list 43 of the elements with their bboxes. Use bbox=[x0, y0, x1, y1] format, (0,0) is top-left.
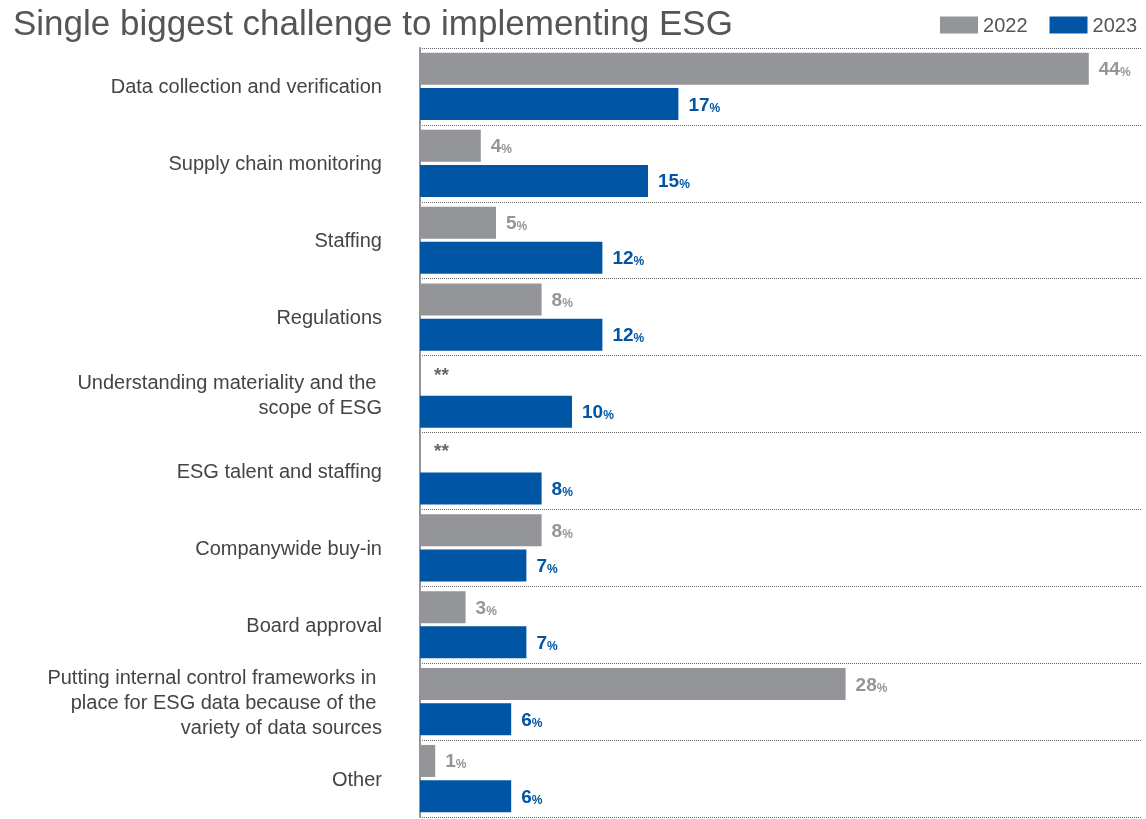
data-label: 15% bbox=[658, 170, 691, 192]
bar bbox=[420, 241, 603, 274]
data-label: 12% bbox=[612, 324, 645, 346]
data-label: 1% bbox=[445, 750, 467, 772]
y-tick-label: Companywide buy-in bbox=[195, 536, 382, 559]
y-tick-label: Other bbox=[331, 767, 383, 790]
y-tick-label: Supply chain monitoring bbox=[168, 152, 382, 175]
data-label: 7% bbox=[536, 554, 558, 576]
chart-title: Single biggest challenge to implementing ESG bbox=[13, 3, 733, 42]
legend-label: 2023 bbox=[1092, 14, 1138, 36]
data-label: 3% bbox=[475, 596, 498, 618]
bar bbox=[420, 472, 542, 505]
y-tick-label: Regulations bbox=[276, 306, 382, 329]
bar bbox=[420, 395, 572, 428]
data-label: 28% bbox=[855, 673, 888, 695]
data-label: 7% bbox=[536, 631, 558, 653]
data-label: 10% bbox=[582, 401, 615, 423]
bar bbox=[420, 549, 527, 582]
y-tick-label: Board approval bbox=[246, 613, 382, 636]
legend-label: 2022 bbox=[983, 14, 1028, 36]
data-label: 4% bbox=[490, 135, 513, 157]
bar bbox=[420, 164, 648, 197]
data-label: 8% bbox=[551, 289, 574, 311]
y-tick-label: ESG talent and staffing bbox=[176, 459, 382, 482]
data-label: 5% bbox=[506, 212, 528, 234]
bar bbox=[420, 88, 679, 121]
bar bbox=[420, 626, 527, 659]
data-label: 6% bbox=[521, 708, 543, 730]
data-label: 12% bbox=[612, 247, 645, 269]
text: ** bbox=[434, 363, 449, 385]
data-label: 8% bbox=[551, 478, 574, 500]
data-label: 6% bbox=[521, 785, 543, 807]
text: ** bbox=[434, 440, 449, 462]
data-label: 8% bbox=[551, 519, 574, 541]
bar bbox=[420, 703, 512, 736]
bar bbox=[420, 780, 512, 813]
y-tick-label: Putting internal control frameworks in place for ESG data because of the variety of data sources bbox=[47, 665, 382, 738]
y-tick-label: Staffing bbox=[314, 229, 382, 252]
bar bbox=[420, 318, 603, 351]
y-tick-label: Understanding materiality and the scope of ESG bbox=[77, 370, 382, 418]
y-tick-label: Data collection and verification bbox=[110, 75, 382, 98]
data-label: 17% bbox=[688, 93, 721, 115]
data-label: 44% bbox=[1098, 58, 1131, 80]
